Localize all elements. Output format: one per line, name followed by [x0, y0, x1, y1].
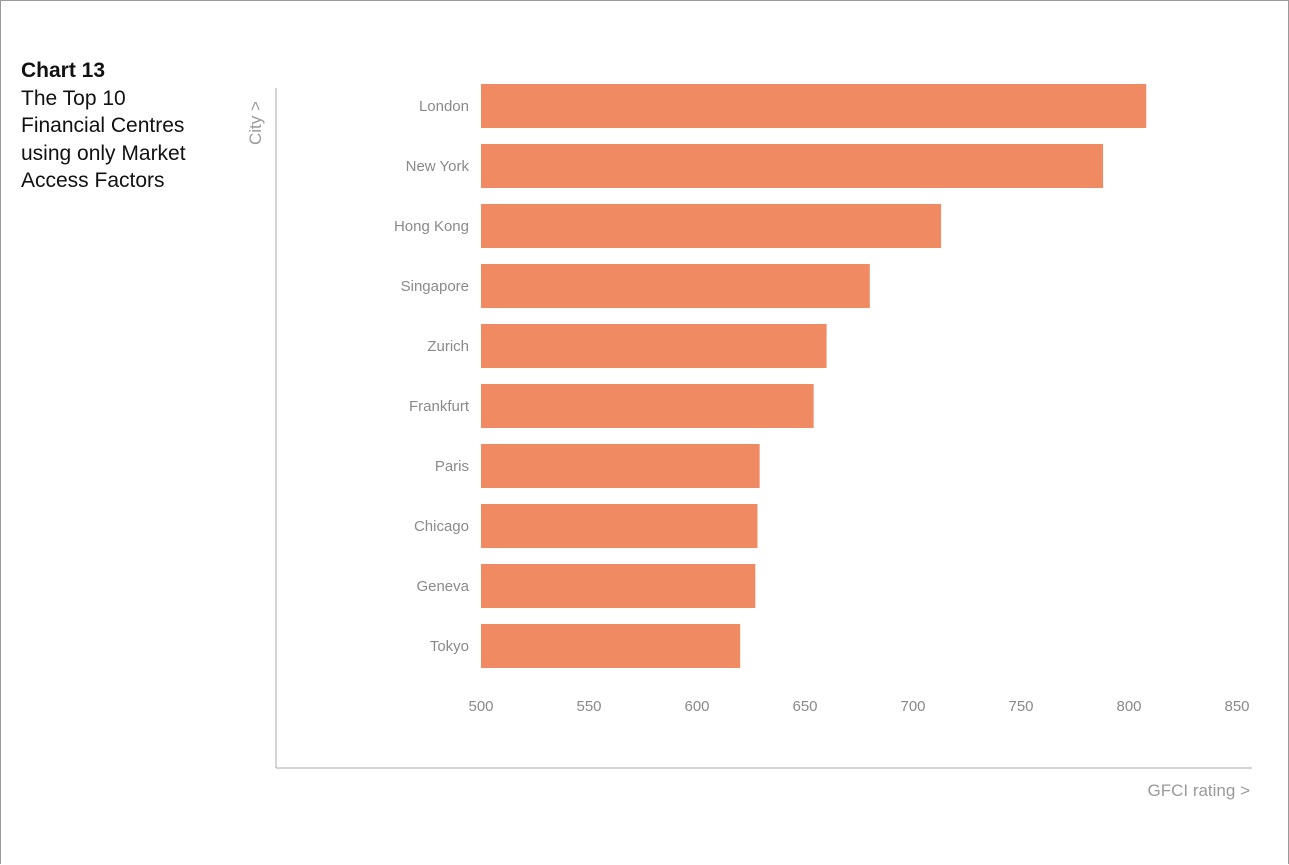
tick-labels: 500 550 600 650 700 750 800 850: [468, 698, 1249, 715]
chart-description: The Top 10 Financial Centres using only …: [21, 86, 186, 193]
category-label: Zurich: [427, 338, 469, 355]
x-axis-title: GFCI rating >: [1147, 781, 1250, 800]
bar-tokyo: [481, 624, 741, 668]
x-tick-label: 750: [1008, 698, 1033, 715]
y-axis-title: City >: [246, 101, 265, 145]
category-label: London: [419, 98, 469, 115]
category-label: Paris: [435, 458, 469, 475]
bar-new-york: [481, 144, 1104, 188]
bar-hong-kong: [481, 204, 942, 248]
x-tick-label: 550: [576, 698, 601, 715]
category-label: Chicago: [414, 518, 469, 535]
category-label: Hong Kong: [394, 218, 469, 235]
category-labels: London New York Hong Kong Singapore Zurich Fr…: [394, 98, 470, 655]
bars: [481, 84, 1147, 668]
x-tick-label: 850: [1224, 698, 1249, 715]
x-tick-label: 700: [900, 698, 925, 715]
x-tick-label: 600: [684, 698, 709, 715]
category-label: Singapore: [401, 278, 469, 295]
bar-paris: [481, 444, 760, 488]
bar-singapore: [481, 264, 870, 308]
x-tick-label: 650: [792, 698, 817, 715]
bar-zurich: [481, 324, 827, 368]
category-label: Frankfurt: [409, 398, 470, 415]
bar-geneva: [481, 564, 756, 608]
bar-chicago: [481, 504, 758, 548]
chart-number: Chart 13: [21, 59, 106, 82]
category-label: Tokyo: [430, 638, 469, 655]
bar-london: [481, 84, 1147, 128]
chart-caption: Chart 13 The Top 10 Financial Centres us…: [21, 57, 221, 195]
bar-frankfurt: [481, 384, 814, 428]
category-label: New York: [406, 158, 470, 175]
x-tick-label: 800: [1116, 698, 1141, 715]
category-label: Geneva: [416, 578, 469, 595]
x-tick-label: 500: [468, 698, 493, 715]
